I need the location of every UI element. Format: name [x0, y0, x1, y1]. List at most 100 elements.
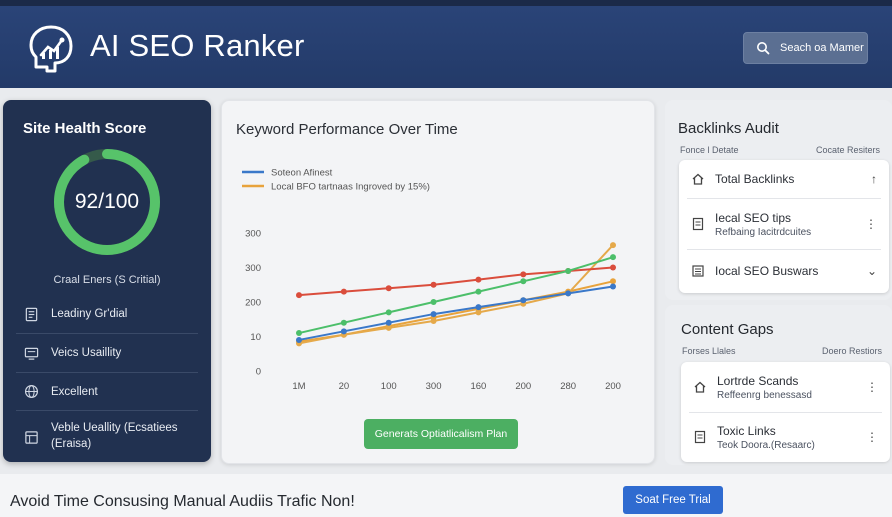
backlink-row-sublabel: Refbaing Iacitrdcuites: [715, 226, 812, 238]
backlinks-subtitle-right: Cocate Resiters: [815, 145, 880, 155]
data-point: [430, 311, 437, 318]
search-icon: [757, 42, 770, 55]
x-tick-label: 200: [515, 381, 531, 392]
backlink-row-label: Iecal SEO tips: [715, 210, 792, 225]
data-point: [475, 288, 482, 295]
content-gap-row-sublabel: Reffeenrg benessasd: [717, 389, 812, 401]
site-health-title: Site Health Score: [23, 120, 147, 137]
health-score-gauge: [54, 149, 160, 255]
row-divider: [687, 198, 881, 199]
health-item-label: Veble Ueallity (Ecsatiees: [51, 422, 178, 435]
generate-plan-button[interactable]: Generats Optiatlicalism Plan: [364, 419, 518, 449]
backlinks-audit-panel: Backlinks Audit Fonce l Detate Cocate Re…: [665, 100, 892, 300]
content-gap-row-2[interactable]: Toxic Links Teok Doora.(Resaarc) ⋮: [681, 413, 890, 461]
backlinks-title: Backlinks Audit: [678, 120, 779, 137]
home-icon: [692, 173, 704, 185]
list-icon: [692, 265, 704, 277]
backlink-row-seo-tips[interactable]: Iecal SEO tips Refbaing Iacitrdcuites ⋮: [679, 199, 889, 249]
monitor-icon: [24, 347, 39, 360]
series-line-4: [298, 285, 614, 341]
backlinks-card: Total Backlinks ↑ Iecal SEO tips Refbain…: [679, 160, 889, 293]
health-item-usability[interactable]: Veics Usaillity: [16, 334, 198, 373]
health-item-label: Veics Usaillity: [51, 347, 122, 359]
promo-banner: Avoid Time Consusing Manual Audiis Trafi…: [0, 474, 892, 517]
data-point: [610, 283, 616, 290]
row-divider: [687, 249, 881, 250]
app-header: AI SEO Ranker Seach oa Mamer: [0, 6, 892, 88]
site-health-panel: Site Health Score 92/100 Craal Eners (S …: [3, 100, 211, 462]
keyword-performance-title: Keyword Performance Over Time: [236, 121, 458, 138]
health-item-label: Leadiny Gr'dial: [51, 308, 128, 320]
x-tick-label: 1M: [292, 381, 305, 392]
data-point: [340, 319, 347, 326]
health-item-loading[interactable]: Leadiny Gr'dial: [16, 295, 198, 334]
row-divider: [689, 412, 882, 413]
more-options-icon[interactable]: ⋮: [865, 217, 877, 231]
more-options-icon[interactable]: ⋮: [866, 430, 878, 444]
y-tick-label: 200: [245, 298, 261, 309]
content-gaps-panel: Content Gaps Forses Llales Doero Restior…: [665, 305, 892, 465]
data-point: [430, 317, 437, 324]
data-point: [385, 285, 392, 292]
data-point: [610, 264, 616, 271]
legend-label: Local BFO tartnaas Ingroved by 15%): [271, 182, 430, 193]
data-point: [475, 276, 482, 283]
start-free-trial-button[interactable]: Soat Free Trial: [623, 486, 723, 514]
health-score-value: 92/100: [74, 190, 140, 213]
backlink-row-total[interactable]: Total Backlinks ↑: [679, 160, 889, 198]
y-tick-label: 0: [256, 367, 261, 378]
data-point: [610, 254, 616, 261]
health-item-label: Excellent: [51, 385, 98, 398]
series-line-2: [298, 266, 614, 297]
y-tick-label: 300: [245, 229, 261, 240]
content-gap-row-sublabel: Teok Doora.(Resaarc): [717, 439, 815, 451]
series-line-3: [298, 256, 614, 335]
backlink-row-label: Iocal SEO Buswars: [715, 264, 819, 278]
top-edge: [0, 0, 892, 6]
document-icon: [25, 307, 38, 321]
app-title: AI SEO Ranker: [90, 28, 305, 63]
health-metrics-list: Leadiny Gr'dial Veics Usaillity Excellen…: [16, 295, 198, 463]
backlink-row-label: Total Backlinks: [715, 172, 795, 186]
content-gaps-card: Lortrde Scands Reffeenrg benessasd ⋮ Tox…: [681, 362, 890, 462]
data-point: [430, 299, 437, 305]
backlinks-subtitle-left: Fonce l Detate: [680, 145, 739, 155]
data-point: [340, 288, 347, 295]
home-icon: [694, 381, 706, 393]
sort-up-icon[interactable]: ↑: [871, 172, 877, 186]
critical-errors-text: Craal Eners (S Critial): [53, 274, 161, 286]
health-item-excellent[interactable]: Excellent: [16, 373, 198, 411]
x-tick-label: 20: [339, 381, 350, 392]
data-point: [430, 281, 437, 288]
content-gaps-subtitle-left: Forses Llales: [682, 346, 736, 356]
health-item-text: Veble Ueallity (Ecsatiees (Eraisa): [51, 421, 178, 452]
globe-icon: [24, 384, 39, 399]
more-options-icon[interactable]: ⋮: [866, 380, 878, 394]
backlink-row-seo-buswars[interactable]: Iocal SEO Buswars ⌄: [679, 250, 889, 292]
data-point: [475, 309, 482, 316]
content-gap-row-label: Lortrde Scands: [717, 373, 799, 388]
content-gaps-subtitle-right: Doero Restiors: [821, 346, 882, 356]
chevron-down-icon[interactable]: ⌄: [866, 264, 877, 278]
brain-chart-icon: [29, 25, 73, 73]
data-point: [520, 278, 527, 285]
x-tick-label: 200: [605, 381, 621, 392]
y-tick-label: 300: [245, 263, 261, 274]
data-point: [520, 271, 527, 278]
health-item-mobile[interactable]: Veble Ueallity (Ecsatiees (Eraisa): [16, 411, 198, 463]
data-point: [565, 267, 572, 274]
x-tick-label: 280: [560, 381, 576, 392]
content-gap-row-1[interactable]: Lortrde Scands Reffeenrg benessasd ⋮: [681, 362, 890, 412]
keyword-performance-panel: Keyword Performance Over Time Soteon Afi…: [221, 100, 655, 464]
legend-label: Soteon Afinest: [271, 168, 333, 179]
data-point: [385, 324, 392, 331]
health-item-label-continued: (Eraisa): [51, 438, 92, 450]
x-tick-label: 100: [381, 381, 397, 392]
content-gap-row-label: Toxic Links: [717, 423, 776, 438]
search-button-label: Seach oa Mamer: [780, 42, 864, 54]
data-point: [610, 242, 616, 249]
document-icon: [694, 430, 706, 444]
data-point: [296, 292, 302, 299]
search-button[interactable]: Seach oa Mamer: [743, 32, 868, 64]
data-point: [340, 328, 347, 335]
